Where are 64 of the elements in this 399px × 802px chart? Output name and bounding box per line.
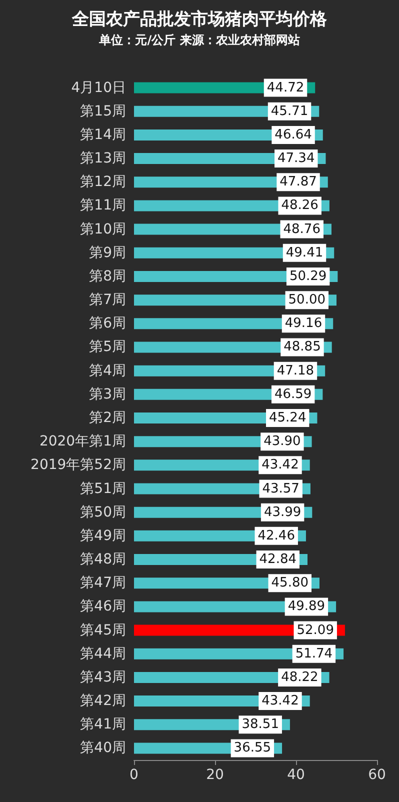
y-tick-label: 第45周 <box>80 622 126 638</box>
data-label: 45.80 <box>271 576 308 591</box>
data-label: 46.64 <box>274 127 312 142</box>
chart-title: 全国农产品批发市场猪肉平均价格 <box>71 10 328 30</box>
y-tick-label: 第2周 <box>89 410 126 426</box>
data-label: 38.51 <box>242 717 279 732</box>
y-tick-label: 第40周 <box>80 740 126 756</box>
data-label: 48.26 <box>281 198 318 214</box>
y-tick-label: 第47周 <box>80 575 126 592</box>
data-label: 49.16 <box>284 316 322 332</box>
y-tick-label: 第46周 <box>80 598 126 615</box>
data-label: 50.00 <box>288 292 326 308</box>
data-label: 51.74 <box>295 646 333 662</box>
y-tick-label: 第5周 <box>89 339 126 356</box>
chart-subtitle: 单位：元/公斤 来源：农业农村部网站 <box>98 33 300 47</box>
data-label: 46.59 <box>274 386 312 402</box>
x-tick-label: 60 <box>368 767 386 783</box>
data-label: 48.22 <box>281 670 318 685</box>
y-tick-label: 第14周 <box>80 126 126 143</box>
data-label: 47.18 <box>276 363 314 378</box>
y-tick-label: 第6周 <box>89 316 126 332</box>
y-tick-label: 第51周 <box>80 480 126 497</box>
data-label: 47.87 <box>280 174 317 190</box>
data-label: 50.29 <box>289 268 327 284</box>
y-tick-label: 第12周 <box>80 174 126 190</box>
y-tick-label: 第10周 <box>80 221 126 238</box>
y-tick-label: 第15周 <box>80 103 126 120</box>
y-tick-label: 第43周 <box>80 669 126 686</box>
y-tick-label: 第7周 <box>89 292 126 308</box>
data-label: 45.71 <box>270 104 308 119</box>
y-tick-label: 第3周 <box>89 386 126 402</box>
y-tick-label: 第44周 <box>80 646 126 662</box>
data-label: 42.46 <box>258 528 295 544</box>
data-label: 49.89 <box>288 599 326 614</box>
y-tick-label: 第50周 <box>80 504 126 520</box>
y-tick-label: 2020年第1周 <box>39 434 126 450</box>
data-label: 43.57 <box>262 481 300 496</box>
data-label: 36.55 <box>234 740 272 756</box>
data-label: 49.41 <box>286 245 324 260</box>
data-label: 44.72 <box>266 80 304 96</box>
data-label: 45.24 <box>269 410 306 426</box>
x-tick-label: 0 <box>130 767 138 783</box>
x-tick-label: 40 <box>287 767 305 783</box>
data-label: 47.34 <box>278 151 315 166</box>
y-tick-label: 第41周 <box>80 716 126 733</box>
y-tick-label: 第4周 <box>89 362 126 379</box>
data-label: 43.90 <box>264 434 301 450</box>
data-label: 43.42 <box>262 694 299 709</box>
data-label: 52.09 <box>296 622 334 638</box>
y-tick-label: 第42周 <box>80 693 126 710</box>
y-tick-label: 第48周 <box>80 552 126 568</box>
y-tick-label: 第49周 <box>80 528 126 544</box>
y-tick-label: 第13周 <box>80 150 126 167</box>
y-tick-label: 第9周 <box>89 244 126 261</box>
data-label: 48.76 <box>283 222 320 237</box>
data-label: 43.42 <box>262 458 299 473</box>
y-tick-label: 第8周 <box>89 268 126 284</box>
y-tick-label: 2019年第52周 <box>30 457 126 474</box>
data-label: 48.85 <box>284 340 321 355</box>
x-tick-label: 20 <box>206 767 224 783</box>
data-label: 42.84 <box>259 552 296 568</box>
data-label: 43.99 <box>264 504 302 520</box>
y-tick-label: 4月10日 <box>71 80 126 96</box>
y-tick-label: 第11周 <box>80 198 126 214</box>
